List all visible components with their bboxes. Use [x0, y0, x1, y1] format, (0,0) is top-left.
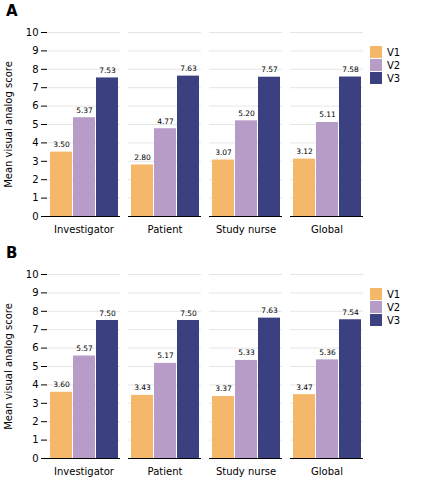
- svg-text:8: 8: [32, 64, 38, 75]
- svg-text:7.50: 7.50: [180, 309, 197, 318]
- html-text:V2: V2: [387, 301, 401, 313]
- svg-text:3.12: 3.12: [296, 147, 313, 156]
- svg-text:Investigator: Investigator: [54, 224, 115, 235]
- html-text:V1: V1: [387, 288, 401, 300]
- html-text:V1: V1: [387, 46, 401, 58]
- svg-text:7.50: 7.50: [99, 309, 116, 318]
- svg-text:5.20: 5.20: [238, 109, 255, 118]
- svg-text:5.57: 5.57: [76, 344, 93, 353]
- svg-text:5.11: 5.11: [319, 110, 336, 119]
- svg-text:4: 4: [32, 137, 38, 148]
- svg-text:5.37: 5.37: [76, 106, 93, 115]
- svg-text:8: 8: [32, 306, 38, 317]
- svg-text:1: 1: [32, 434, 38, 445]
- svg-text:7.63: 7.63: [261, 306, 278, 315]
- svg-text:Investigator: Investigator: [54, 466, 115, 477]
- svg-text:6: 6: [32, 100, 38, 111]
- svg-text:2: 2: [32, 174, 38, 185]
- svg-text:7.63: 7.63: [180, 64, 197, 73]
- svg-text:2: 2: [32, 416, 38, 427]
- svg-text:10: 10: [26, 27, 39, 38]
- svg-text:5.33: 5.33: [238, 348, 255, 357]
- svg-text:9: 9: [32, 287, 38, 298]
- svg-text:5: 5: [32, 119, 38, 130]
- svg-text:Study nurse: Study nurse: [216, 466, 276, 477]
- svg-text:Study nurse: Study nurse: [216, 224, 276, 235]
- svg-text:3.37: 3.37: [215, 384, 232, 393]
- svg-text:7: 7: [32, 82, 38, 93]
- html-text:V3: V3: [387, 314, 401, 326]
- svg-text:4: 4: [32, 379, 38, 390]
- html-text:V2: V2: [387, 59, 401, 71]
- svg-text:9: 9: [32, 45, 38, 56]
- svg-text:3: 3: [32, 156, 38, 167]
- html-text:B: B: [6, 244, 18, 262]
- svg-text:0: 0: [32, 453, 38, 464]
- svg-text:Global: Global: [311, 224, 343, 235]
- svg-text:7.53: 7.53: [99, 66, 116, 75]
- svg-text:Global: Global: [311, 466, 343, 477]
- html-text:V3: V3: [387, 72, 401, 84]
- svg-text:5.17: 5.17: [157, 351, 174, 360]
- svg-text:Mean visual analog score: Mean visual analog score: [3, 303, 14, 430]
- svg-text:3.47: 3.47: [296, 383, 313, 392]
- svg-text:3.50: 3.50: [53, 140, 70, 149]
- svg-text:7.57: 7.57: [261, 65, 278, 74]
- svg-text:7.54: 7.54: [342, 308, 359, 317]
- svg-text:6: 6: [32, 342, 38, 353]
- svg-text:5.36: 5.36: [319, 348, 336, 357]
- html-text:A: A: [6, 2, 18, 20]
- svg-text:5: 5: [32, 361, 38, 372]
- svg-text:Patient: Patient: [148, 224, 183, 235]
- svg-text:3: 3: [32, 398, 38, 409]
- svg-text:3.07: 3.07: [215, 148, 232, 157]
- svg-text:4.77: 4.77: [157, 117, 174, 126]
- svg-text:3.60: 3.60: [53, 380, 70, 389]
- svg-text:2.80: 2.80: [134, 153, 151, 162]
- svg-text:1: 1: [32, 192, 38, 203]
- svg-text:7.58: 7.58: [342, 65, 359, 74]
- svg-text:0: 0: [32, 211, 38, 222]
- svg-text:7: 7: [32, 324, 38, 335]
- svg-text:Patient: Patient: [148, 466, 183, 477]
- svg-text:10: 10: [26, 269, 39, 280]
- svg-text:Mean visual analog score: Mean visual analog score: [3, 61, 14, 188]
- svg-text:3.43: 3.43: [134, 383, 151, 392]
